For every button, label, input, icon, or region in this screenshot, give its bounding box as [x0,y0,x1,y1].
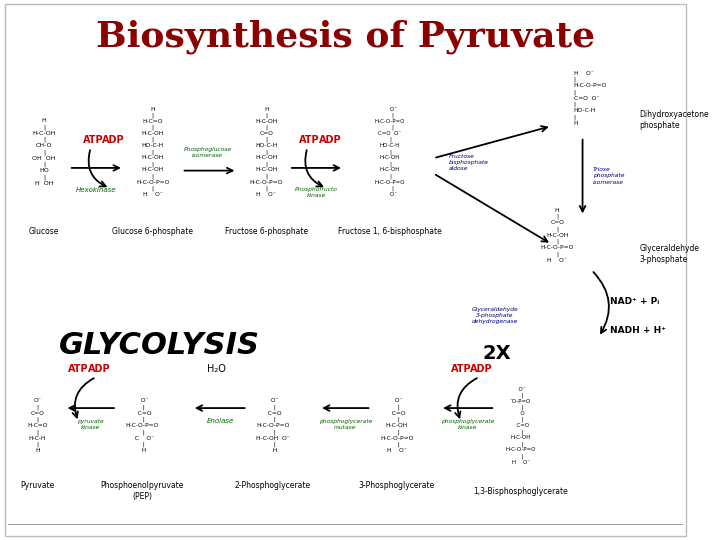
Text: O⁻
  |
⁻O-P=O
  |
  O
  |
  C=O
  |
H-C-OH
  |
H-C-O-P=O
  |
H    O⁻: O⁻ | ⁻O-P=O | O | C=O | H-C-OH | H-C-O-P… [505,387,536,464]
Text: Phosphoglucose
isomerase: Phosphoglucose isomerase [184,147,232,158]
Text: H
|
H-C-OH
|
C=O
|
HO-C-H
|
H-C-OH
|
H-C-OH
|
H-C-O-P=O
|
H    O⁻: H | H-C-OH | C=O | HO-C-H | H-C-OH | H-C… [250,107,283,197]
Text: H    O⁻
|
H-C-O-P=O
|
C=O  O⁻
|
HO-C-H
|
H: H O⁻ | H-C-O-P=O | C=O O⁻ | HO-C-H | H [574,71,607,126]
Text: O⁻
|
C=O
|
H-C=O
|
H-C-H
|
H: O⁻ | C=O | H-C=O | H-C-H | H [27,399,48,453]
Text: ATP: ATP [300,135,320,145]
Text: 2-Phosphoglycerate: 2-Phosphoglycerate [235,482,311,490]
Text: pyruvate
kinase: pyruvate kinase [78,418,104,430]
Text: H
|
C=O
|
H-C-OH
|
H-C-O-P=O
|
H    O⁻: H | C=O | H-C-OH | H-C-O-P=O | H O⁻ [541,207,574,262]
Text: 3-Phosphoglycerate: 3-Phosphoglycerate [359,482,435,490]
Text: ADP: ADP [88,364,110,374]
Text: Fructose
bisphosphate
aldose: Fructose bisphosphate aldose [449,154,488,171]
Text: Biosynthesis of Pyruvate: Biosynthesis of Pyruvate [96,19,595,53]
Text: Glucose 6-phosphate: Glucose 6-phosphate [112,227,193,236]
Text: ATP: ATP [83,135,103,145]
Text: Fructose 1, 6-bisphosphate: Fructose 1, 6-bisphosphate [338,227,442,236]
Text: phosphoglycerate
mutase: phosphoglycerate mutase [318,418,372,430]
Text: NADH + H⁺: NADH + H⁺ [610,326,666,335]
Text: Glyceraldehyde
3-phosphate: Glyceraldehyde 3-phosphate [639,244,700,264]
Text: Fructose 6-phosphate: Fructose 6-phosphate [225,227,307,236]
Text: ADP: ADP [102,135,125,145]
Text: Hexokinase: Hexokinase [76,187,117,193]
Text: Phosphofructo
kinase: Phosphofructo kinase [295,187,338,198]
Text: O⁻
  |
  C=O
  |
H-C-OH
  |
H-C-O-P=O
  |
H    O⁻: O⁻ | C=O | H-C-OH | H-C-O-P=O | H O⁻ [380,399,413,453]
Text: H₂O: H₂O [207,364,225,374]
Text: Phosphoenolpyruvate
(PEP): Phosphoenolpyruvate (PEP) [101,481,184,501]
Text: Glyceraldehyde
3-phosphate
dehydrogenase: Glyceraldehyde 3-phosphate dehydrogenase [472,307,518,325]
Text: Triose
phosphate
isomerase: Triose phosphate isomerase [593,167,624,185]
Text: Pyruvate: Pyruvate [20,482,54,490]
Text: O⁻
    |
H-C-O-P=O
    |
C=O  O⁻
|
HO-C-H
|
H-C-OH
|
H-C-OH
|
H-C-O-P=O
    |
  : O⁻ | H-C-O-P=O | C=O O⁻ | HO-C-H | H-C-O… [374,107,405,197]
Text: ADP: ADP [319,135,341,145]
Text: 2X: 2X [482,344,511,363]
Text: H
|
H-C-OH
|
CH-O
|
OH  OH
|
HO
|
H  OH: H | H-C-OH | CH-O | OH OH | HO | H OH [32,118,55,186]
Text: O⁻
  |
  C=O
  |
H-C-O-P=O
  |
  C    O⁻
  |
  H: O⁻ | C=O | H-C-O-P=O | C O⁻ | H [126,399,159,453]
Text: ATP: ATP [451,364,471,374]
Text: Glucose: Glucose [29,227,59,236]
Text: NAD⁺ + Pᵢ: NAD⁺ + Pᵢ [610,296,660,306]
Text: H
|
H-C=O
|
H-C-OH
|
HO-C-H
|
H-C-OH
|
H-C-OH
|
H-C-O-P=O
|
H    O⁻: H | H-C=O | H-C-OH | HO-C-H | H-C-OH | H… [136,107,169,197]
Text: Dihydroxyacetone
phosphate: Dihydroxyacetone phosphate [639,110,709,130]
Text: 1,3-Bisphosphoglycerate: 1,3-Bisphosphoglycerate [473,487,568,496]
Text: O⁻
  |
  C=O
  |
H-C-O-P=O
  |
H-C-OH  O⁻
  |
  H: O⁻ | C=O | H-C-O-P=O | H-C-OH O⁻ | H [256,399,290,453]
Text: ADP: ADP [470,364,492,374]
Text: Enolase: Enolase [207,418,234,424]
Text: GLYCOLYSIS: GLYCOLYSIS [59,330,260,360]
Text: phosphoglycerate
kinase: phosphoglycerate kinase [441,418,495,430]
Text: ATP: ATP [68,364,89,374]
